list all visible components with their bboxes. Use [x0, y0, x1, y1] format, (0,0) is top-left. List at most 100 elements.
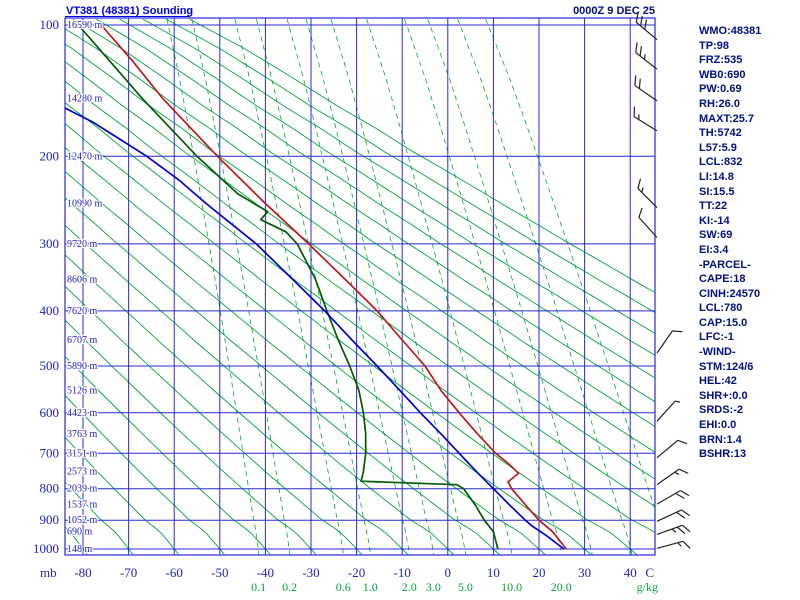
mixing-ratio-lines-layer	[166, 18, 655, 555]
temp-tick-label: -30	[302, 565, 319, 580]
temp-unit-label: C	[645, 565, 654, 580]
dry-adiabat-line	[65, 355, 271, 555]
mixratio-tick-label: 3.0	[426, 580, 441, 594]
chart-title: VT381 (48381) Sounding	[66, 5, 193, 17]
dry-adiabat-line	[65, 197, 500, 555]
mixratio-tick-label: 0.2	[282, 580, 297, 594]
wind-barb	[656, 524, 691, 536]
mixing-ratio-line	[427, 18, 593, 555]
temp-tick-label: -10	[394, 565, 411, 580]
stat-line: LCL:832	[699, 156, 743, 169]
stat-line: KI:-14	[699, 214, 730, 227]
pressure-tick-label: 1000	[33, 541, 59, 556]
mixing-ratio-line	[234, 19, 344, 555]
mixing-ratio-line	[166, 19, 260, 555]
height-label: 4423 m	[67, 408, 98, 419]
stat-line: CINH:24570	[699, 287, 761, 300]
wind-barbs-column	[633, 12, 691, 549]
height-label: 1052 m	[67, 515, 98, 526]
dry-adiabat-line	[65, 285, 363, 555]
wind-barb	[656, 509, 691, 522]
dry-adiabat-line	[65, 61, 655, 480]
temp-tick-label: 40	[624, 565, 637, 580]
mixing-ratio-line	[305, 18, 435, 555]
chart-datetime: 0000Z 9 DEC 25	[573, 5, 655, 17]
height-label: 2573 m	[67, 467, 98, 478]
height-label: 16590 m	[67, 20, 103, 31]
stat-line: EI:3.4	[699, 243, 729, 256]
dry-adiabat-line	[166, 18, 655, 314]
temp-tick-label: 30	[578, 565, 591, 580]
mixratio-unit-label: g/kg	[637, 580, 658, 594]
stat-line: CAP:15.0	[699, 316, 748, 329]
height-label: 8606 m	[67, 274, 98, 285]
mixing-ratio-line	[330, 18, 467, 555]
wind-barb	[638, 207, 658, 238]
height-label: 2039 m	[67, 484, 98, 495]
wind-barb	[656, 400, 681, 422]
height-label: 690 m	[67, 527, 93, 538]
mixratio-tick-label: 0.1	[251, 580, 266, 594]
pressure-tick-label: 100	[40, 17, 60, 32]
dry-adiabat-line	[72, 18, 655, 403]
wind-barb	[656, 468, 689, 486]
stat-line: SW:69	[699, 229, 733, 242]
mixing-ratio-line	[366, 18, 513, 555]
stat-line: L57:5.9	[699, 141, 737, 154]
height-label: 5126 m	[67, 385, 98, 396]
wind-barb	[656, 540, 691, 549]
pressure-tick-label: 700	[40, 445, 60, 460]
stat-line: LCL:780	[699, 302, 743, 315]
stat-line: -PARCEL-	[699, 258, 751, 271]
height-label: 7620 m	[67, 306, 98, 317]
stat-line: LI:14.8	[699, 170, 734, 183]
dry-adiabat-lines-layer	[65, 18, 655, 555]
dry-adiabat-line	[189, 18, 655, 293]
dry-adiabat-line	[65, 123, 637, 555]
temp-tick-label: -20	[348, 565, 365, 580]
stat-line: CAPE:18	[699, 273, 746, 286]
pressure-tick-label: 400	[40, 303, 60, 318]
dewpoint-trace	[77, 24, 499, 550]
dry-adiabat-line	[65, 394, 225, 555]
wind-barb	[656, 330, 683, 354]
temp-tick-label: -60	[166, 565, 183, 580]
mixratio-tick-label: 2.0	[402, 580, 417, 594]
pressure-tick-label: 900	[40, 512, 60, 527]
temp-tick-label: -50	[211, 565, 228, 580]
dry-adiabat-line	[142, 18, 655, 335]
dry-adiabat-line	[65, 101, 655, 534]
mixratio-tick-label: 0.6	[336, 580, 351, 594]
dry-adiabat-line	[65, 80, 655, 507]
stat-line: PW:0.69	[699, 83, 742, 96]
stat-line: BSHR:13	[699, 448, 747, 461]
dry-adiabat-line	[65, 43, 655, 453]
wind-barb	[635, 12, 658, 41]
wind-barb	[656, 490, 690, 505]
temp-tick-label: -40	[257, 565, 274, 580]
mixing-ratio-line	[485, 18, 655, 511]
dry-adiabat-line	[96, 18, 655, 379]
mixing-ratio-line	[191, 19, 291, 555]
pressure-tick-label: 200	[40, 148, 60, 163]
stat-line: BRN:1.4	[699, 433, 742, 446]
height-label: 9720 m	[67, 239, 98, 250]
pressure-tick-label: 500	[40, 358, 60, 373]
stat-line: RH:26.0	[699, 97, 740, 110]
wind-barb	[637, 178, 658, 208]
mixratio-tick-label: 1.0	[363, 580, 378, 594]
height-label: 12470 m	[67, 151, 103, 162]
temp-tick-label: 0	[445, 565, 452, 580]
pressure-tick-label: 600	[40, 405, 60, 420]
stat-line: HEL:42	[699, 375, 737, 388]
wind-barb	[656, 439, 688, 459]
dry-adiabat-line	[119, 18, 655, 356]
mixratio-tick-label: 10.0	[501, 580, 522, 594]
plot-border	[64, 17, 656, 556]
stat-line: LFC:-1	[699, 331, 734, 344]
height-label: 6707 m	[67, 335, 98, 346]
wind-barb	[635, 42, 658, 70]
mixratio-tick-label: 20.0	[551, 580, 572, 594]
